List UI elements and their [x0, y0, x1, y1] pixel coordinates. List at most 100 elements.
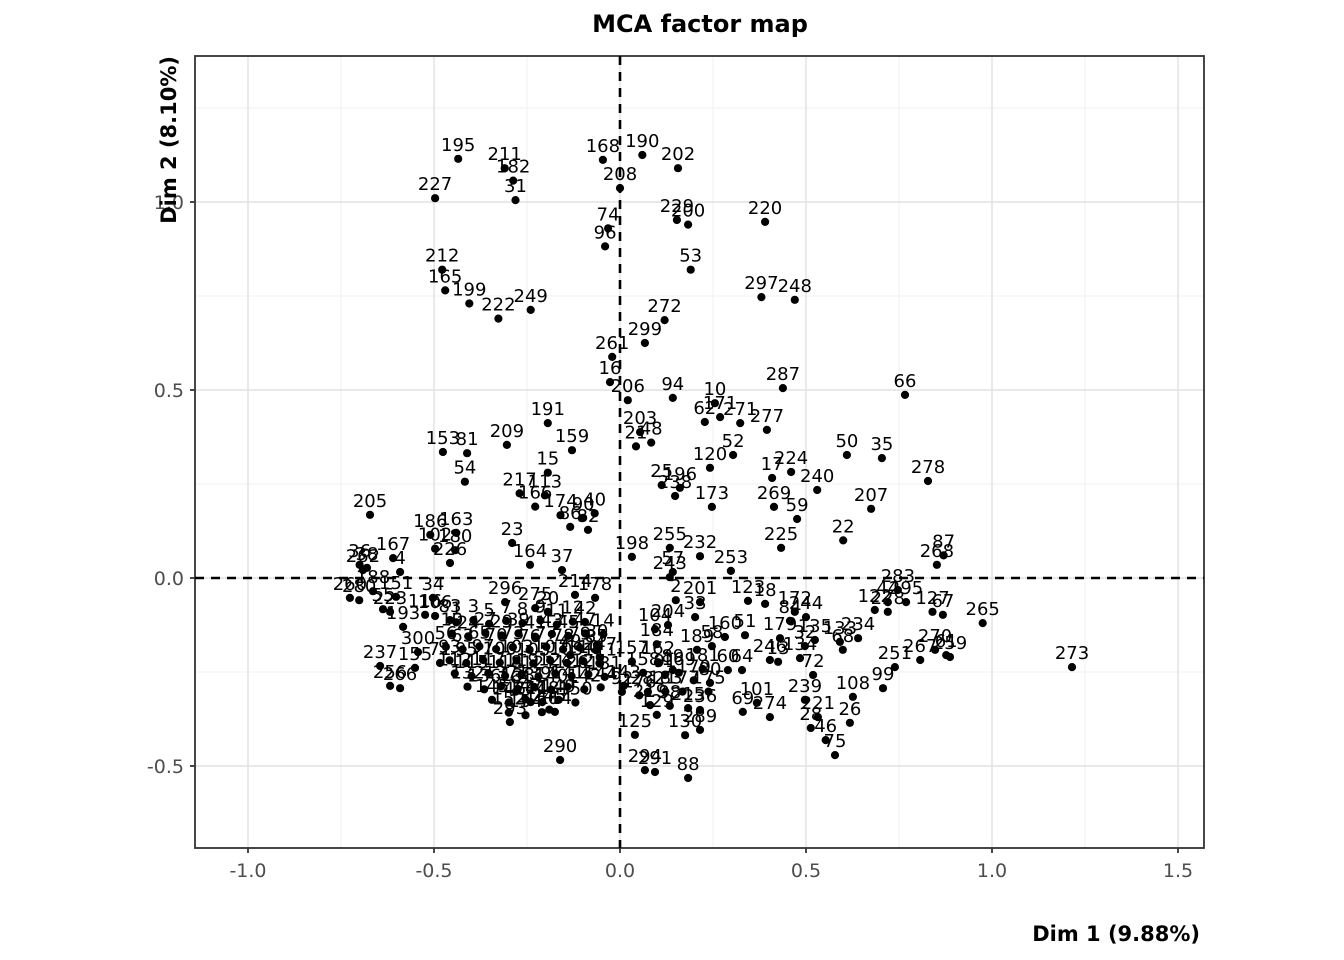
data-point: [568, 617, 577, 626]
data-point: [570, 590, 580, 600]
point-label: 188: [356, 567, 390, 588]
point-label: 72: [802, 651, 825, 672]
data-point: [438, 265, 447, 274]
data-point: [497, 631, 506, 640]
data-point: [774, 657, 783, 666]
data-point: [757, 293, 766, 302]
data-point: [580, 617, 590, 627]
point-label: 127: [915, 588, 949, 609]
data-point: [501, 598, 510, 607]
data-point: [596, 683, 605, 692]
data-point: [345, 593, 354, 603]
point-label: 95: [455, 639, 478, 660]
point-label: 159: [555, 426, 589, 447]
point-label: 74: [597, 204, 620, 225]
point-label: 126: [554, 652, 588, 673]
data-point: [675, 483, 685, 492]
data-point: [514, 629, 523, 638]
data-point: [386, 607, 395, 616]
point-label: 207: [854, 485, 888, 506]
data-point: [531, 502, 540, 511]
point-label: 220: [748, 198, 782, 219]
data-point: [639, 668, 648, 677]
data-point: [445, 558, 455, 568]
data-point: [550, 707, 560, 717]
data-point: [590, 509, 599, 518]
data-point: [790, 295, 799, 304]
point-label: 12: [561, 598, 584, 619]
point-label: 240: [800, 466, 834, 487]
point-label: 68: [831, 626, 854, 647]
point-label: 13: [767, 638, 790, 659]
point-label: 100: [483, 639, 517, 660]
data-point: [646, 701, 655, 710]
data-point: [768, 473, 777, 483]
x-tick-label: 0.0: [605, 860, 635, 882]
data-point: [686, 265, 695, 274]
point-label: 84: [779, 597, 802, 618]
x-tick-label: 1.5: [1163, 860, 1193, 882]
x-axis-title: Dim 1 (9.88%): [1032, 922, 1200, 946]
point-label: 2: [670, 576, 681, 597]
point-label: 69: [731, 688, 754, 709]
x-tick-label: 1.0: [977, 860, 1007, 882]
point-label: 173: [695, 483, 729, 504]
data-point: [563, 682, 572, 691]
point-label: 113: [528, 471, 562, 492]
data-point: [515, 489, 524, 498]
data-point: [923, 476, 933, 486]
data-point: [635, 691, 644, 700]
point-label: 32: [793, 622, 816, 643]
data-point: [595, 659, 605, 668]
data-point: [653, 658, 663, 667]
data-point: [507, 538, 517, 548]
point-label: 18: [754, 580, 777, 601]
data-point: [567, 446, 577, 455]
data-point: [1067, 663, 1077, 672]
data-point: [657, 481, 666, 490]
data-point: [485, 619, 494, 629]
data-point: [938, 610, 948, 619]
point-label: 280: [342, 576, 376, 597]
point-label: 52: [722, 431, 745, 452]
data-point: [652, 640, 661, 649]
data-point: [571, 698, 580, 707]
point-label: 267: [903, 636, 937, 657]
data-point: [537, 708, 547, 717]
point-label: 34: [421, 574, 444, 595]
data-point: [939, 551, 948, 560]
point-label: 268: [920, 541, 954, 562]
point-label: 60: [716, 646, 739, 667]
y-axis-title: Dim 2 (8.10%): [157, 56, 181, 224]
point-label: 253: [714, 547, 748, 568]
data-point: [396, 567, 405, 577]
data-point: [689, 676, 698, 685]
data-point: [793, 514, 802, 524]
data-point: [525, 645, 534, 654]
point-label: 24: [457, 612, 480, 633]
data-point: [704, 687, 713, 696]
point-label: 226: [433, 539, 467, 560]
point-label: 89: [661, 646, 684, 667]
point-label: 144: [584, 663, 618, 684]
point-label: 140: [534, 666, 568, 687]
point-label: 289: [683, 706, 717, 727]
point-label: 214: [558, 571, 592, 592]
data-point: [579, 657, 588, 666]
data-point: [601, 242, 610, 251]
data-point: [463, 682, 472, 691]
point-label: 39: [507, 609, 530, 630]
data-point: [451, 546, 460, 555]
point-label: 22: [832, 516, 855, 537]
data-point: [716, 413, 725, 422]
point-label: 53: [679, 246, 702, 267]
data-point: [671, 596, 680, 605]
point-label: 223: [373, 588, 407, 609]
data-point: [452, 528, 461, 538]
point-label: 211: [488, 144, 522, 165]
point-label: 180: [438, 526, 472, 547]
data-point: [710, 399, 720, 408]
point-label: 247: [583, 634, 617, 655]
data-point: [500, 164, 509, 173]
data-point: [454, 154, 463, 163]
